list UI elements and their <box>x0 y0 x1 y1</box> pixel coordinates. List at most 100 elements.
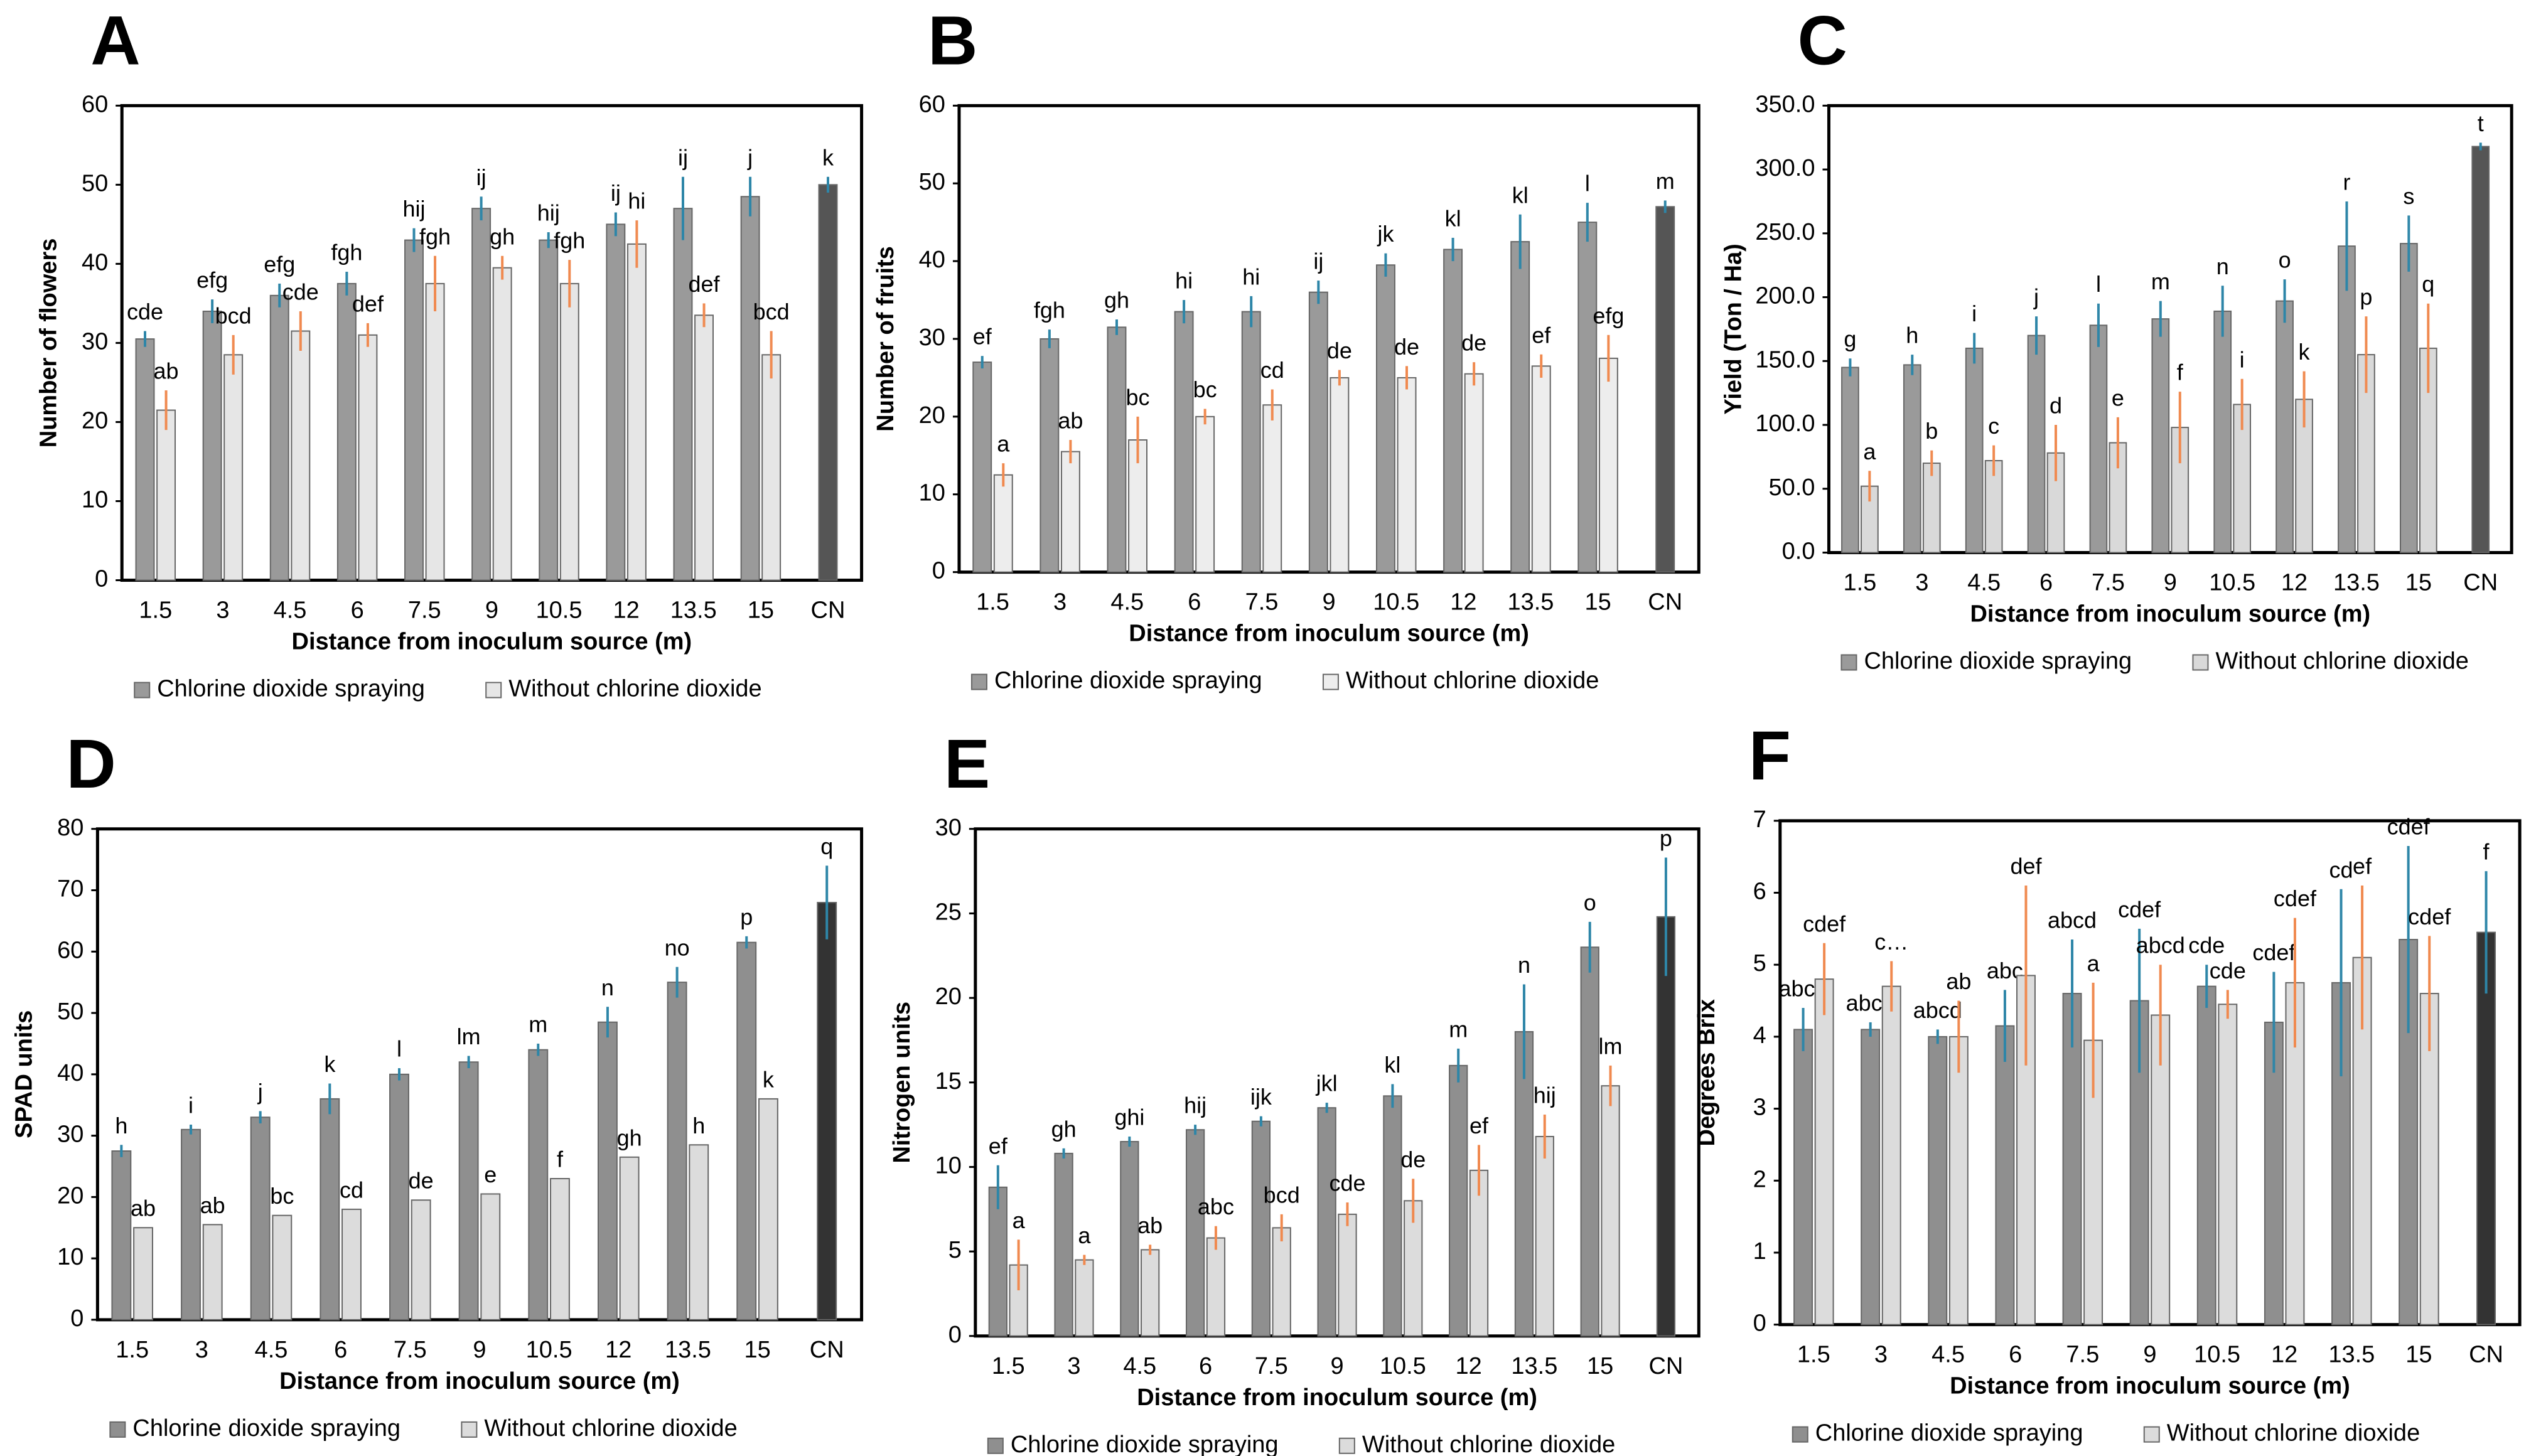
bar <box>1793 1029 1813 1325</box>
y-tick-label: 50 <box>82 170 108 196</box>
significance-label: def <box>2010 854 2042 879</box>
significance-label: cdef <box>2408 904 2451 929</box>
significance-label: p <box>740 904 753 929</box>
x-tick-label: CN <box>1648 589 1682 616</box>
x-tick-label: 3 <box>216 597 229 624</box>
significance-label: def <box>689 271 721 297</box>
bar <box>2062 993 2082 1325</box>
y-tick-label: 10 <box>935 1152 962 1179</box>
significance-label: r <box>2343 169 2350 195</box>
x-tick-label: 9 <box>473 1337 486 1363</box>
legend-swatch <box>2143 1426 2160 1443</box>
bar <box>1376 264 1395 573</box>
legend-label: Chlorine dioxide spraying <box>1864 648 2132 675</box>
significance-label: kl <box>1384 1052 1400 1078</box>
significance-label: o <box>1584 889 1596 915</box>
y-tick-label: 30 <box>935 815 962 841</box>
legend-swatch <box>134 682 151 699</box>
y-tick-label: 15 <box>935 1068 962 1095</box>
bar <box>2151 318 2170 554</box>
y-axis-label: SPAD units <box>11 1010 37 1138</box>
bar <box>1995 1025 2015 1325</box>
x-axis-label: Distance from inoculum source (m) <box>1950 1373 2350 1400</box>
bar <box>341 1208 362 1320</box>
significance-label: gh <box>1051 1116 1077 1142</box>
bar <box>250 1116 271 1320</box>
bar <box>2476 931 2496 1325</box>
bar <box>758 1098 778 1320</box>
x-tick-label: 1.5 <box>1797 1342 1830 1368</box>
x-tick-label: 1.5 <box>1843 570 1876 596</box>
bar <box>1195 415 1215 573</box>
bar <box>1531 365 1551 573</box>
y-tick-label: 3 <box>1753 1095 1766 1121</box>
significance-label: ab <box>200 1192 225 1218</box>
significance-label: abc <box>1198 1194 1234 1219</box>
bar <box>1330 377 1350 573</box>
significance-label: de <box>1394 334 1419 360</box>
bar <box>269 294 289 581</box>
bar <box>1141 1249 1160 1337</box>
bar <box>1601 1085 1620 1337</box>
bar <box>2471 146 2490 554</box>
y-tick-label: 200.0 <box>1755 283 1815 309</box>
y-tick-label: 20 <box>82 408 108 434</box>
x-tick-label: 6 <box>1188 589 1201 616</box>
significance-label: m <box>1656 168 1675 194</box>
significance-label: bc <box>1193 377 1217 402</box>
significance-label: ef <box>973 324 992 350</box>
significance-label: de <box>409 1168 434 1194</box>
x-tick-label: 3 <box>1053 589 1067 616</box>
bar <box>1120 1141 1139 1337</box>
significance-label: hi <box>1242 264 1260 289</box>
significance-label: n <box>601 975 614 1000</box>
x-tick-label: 3 <box>1915 570 1928 596</box>
x-tick-label: 7.5 <box>394 1337 427 1363</box>
x-tick-label: 13.5 <box>2333 570 2380 596</box>
significance-label: de <box>1400 1147 1426 1172</box>
y-axis-label: Number of flowers <box>35 238 62 448</box>
bar <box>291 330 311 581</box>
bar <box>1397 377 1417 573</box>
bar <box>1948 1036 1969 1325</box>
legend-label: Without chlorine dioxide <box>484 1415 737 1442</box>
x-tick-label: 9 <box>2143 1342 2156 1368</box>
x-axis-label: Distance from inoculum source (m) <box>292 629 692 655</box>
legend-swatch <box>2192 654 2209 671</box>
x-tick-label: CN <box>2463 570 2498 596</box>
significance-label: ef <box>2353 854 2372 879</box>
bar <box>1469 1169 1489 1337</box>
significance-label: cdef <box>2118 896 2161 922</box>
bar <box>181 1128 201 1320</box>
bar <box>389 1073 409 1320</box>
significance-label: b <box>1925 418 1938 444</box>
legend-label: Without chlorine dioxide <box>1346 668 1599 694</box>
significance-label: e <box>2112 385 2124 410</box>
x-tick-label: 4.5 <box>1932 1342 1965 1368</box>
x-tick-label: 7.5 <box>408 597 441 624</box>
significance-label: ab <box>1137 1212 1163 1238</box>
significance-label: cde <box>2188 933 2225 958</box>
y-tick-label: 250.0 <box>1755 219 1815 245</box>
y-tick-label: 5 <box>1753 950 1766 977</box>
y-tick-label: 20 <box>935 983 962 1010</box>
bar <box>1251 1120 1271 1337</box>
bar <box>111 1150 132 1320</box>
x-tick-label: 10.5 <box>2194 1342 2240 1368</box>
x-tick-label: 15 <box>2405 1342 2432 1368</box>
significance-label: ij <box>678 144 688 170</box>
x-tick-label: CN <box>1648 1353 1683 1379</box>
bar <box>1107 326 1127 573</box>
x-tick-label: 13.5 <box>665 1337 711 1363</box>
bar <box>1185 1129 1205 1337</box>
bar <box>471 208 492 581</box>
y-tick-label: 40 <box>919 247 945 273</box>
bar <box>133 1227 153 1320</box>
x-tick-label: 10.5 <box>536 597 583 624</box>
bar <box>202 311 222 581</box>
significance-label: k <box>822 144 834 170</box>
y-tick-label: 50.0 <box>1768 474 1815 501</box>
y-tick-label: 30 <box>82 328 108 355</box>
bar <box>223 354 244 581</box>
